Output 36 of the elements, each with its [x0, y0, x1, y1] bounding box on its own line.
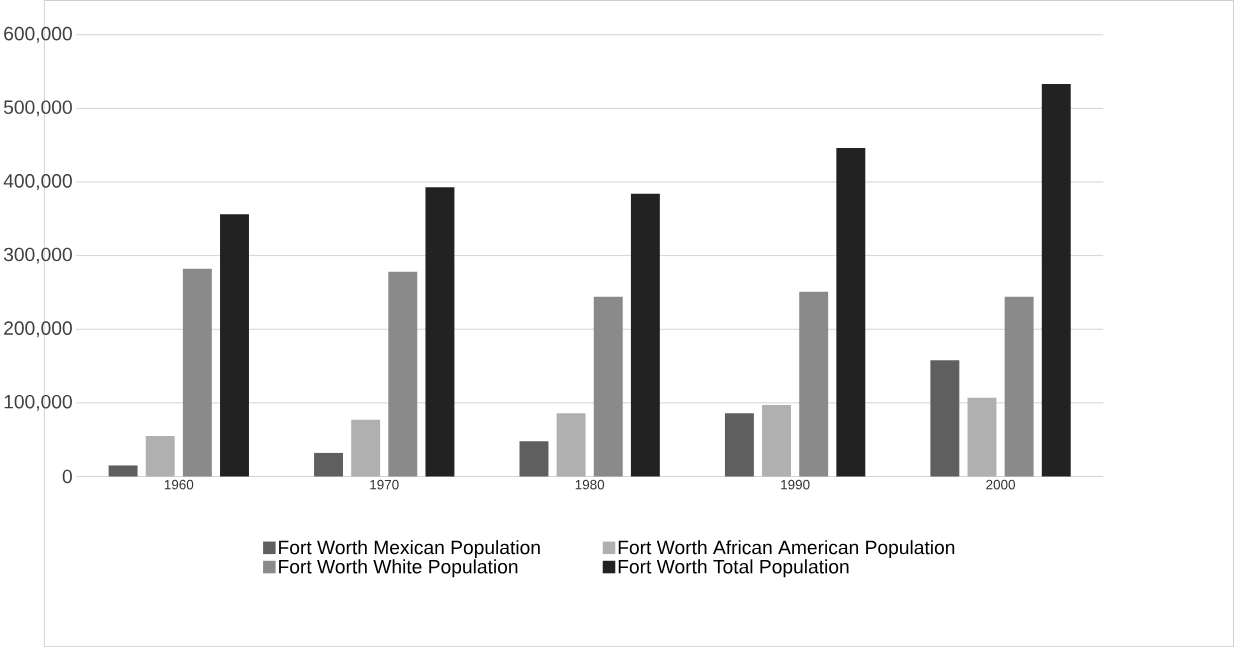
bar	[762, 404, 792, 477]
legend-label: Fort Worth African American Population	[618, 540, 955, 558]
legend-label: Fort Worth Mexican Population	[279, 540, 540, 558]
bar	[630, 193, 660, 477]
bar	[519, 441, 549, 477]
y-tick-label: 500,000	[3, 100, 72, 117]
bar	[556, 413, 586, 477]
y-tick-label: 400,000	[3, 173, 72, 190]
x-tick-label: 1970	[370, 479, 399, 490]
bar	[967, 397, 997, 477]
bar	[836, 148, 866, 477]
bar	[220, 214, 249, 477]
y-tick-label: 200,000	[4, 321, 72, 338]
bar	[425, 187, 455, 477]
legend-label: Fort Worth Total Population	[618, 559, 849, 578]
bar	[314, 452, 343, 477]
bar	[1041, 83, 1071, 477]
bar	[1004, 296, 1034, 477]
legend-label: Fort Worth White Population	[279, 559, 518, 578]
bar	[388, 271, 418, 477]
x-tick-label: 2000	[986, 479, 1015, 490]
x-tick-label: 1980	[575, 479, 605, 490]
bar	[182, 268, 212, 477]
y-tick-label: 100,000	[4, 394, 72, 411]
bar	[930, 360, 960, 477]
bar	[724, 413, 754, 477]
y-tick-label: 0	[62, 469, 72, 484]
y-tick-label: 300,000	[3, 247, 72, 264]
bar	[145, 435, 175, 477]
bar	[351, 419, 381, 477]
bar	[108, 465, 138, 477]
x-tick-label: 1960	[164, 479, 194, 490]
y-tick-label: 600,000	[4, 26, 72, 43]
bar	[593, 296, 623, 477]
x-tick-label: 1990	[781, 479, 810, 490]
bar	[799, 291, 829, 477]
